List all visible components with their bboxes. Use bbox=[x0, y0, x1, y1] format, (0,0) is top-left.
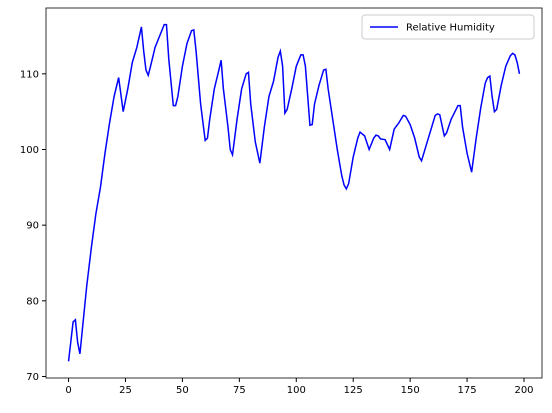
line bbox=[67, 23, 521, 362]
x-tick-label: 200 bbox=[514, 385, 533, 396]
x-tick-label: 125 bbox=[344, 385, 363, 396]
x-tick-label: 150 bbox=[401, 385, 420, 396]
y-tick-label: 80 bbox=[26, 296, 39, 307]
y-tick-label: 90 bbox=[26, 221, 39, 232]
y-tick-label: 100 bbox=[20, 145, 39, 156]
x-tick-label: 25 bbox=[119, 385, 132, 396]
x-tick-label: 175 bbox=[458, 385, 477, 396]
x-tick-label: 0 bbox=[65, 385, 71, 396]
legend-label: Relative Humidity bbox=[406, 23, 495, 34]
x-tick-label: 75 bbox=[233, 385, 246, 396]
x-tick-label: 100 bbox=[287, 385, 306, 396]
y-tick-label: 110 bbox=[20, 69, 39, 80]
y-tick-label: 70 bbox=[26, 372, 39, 383]
plot-frame bbox=[45, 7, 543, 379]
legend-box bbox=[361, 14, 535, 40]
x-tick-label: 50 bbox=[176, 385, 189, 396]
